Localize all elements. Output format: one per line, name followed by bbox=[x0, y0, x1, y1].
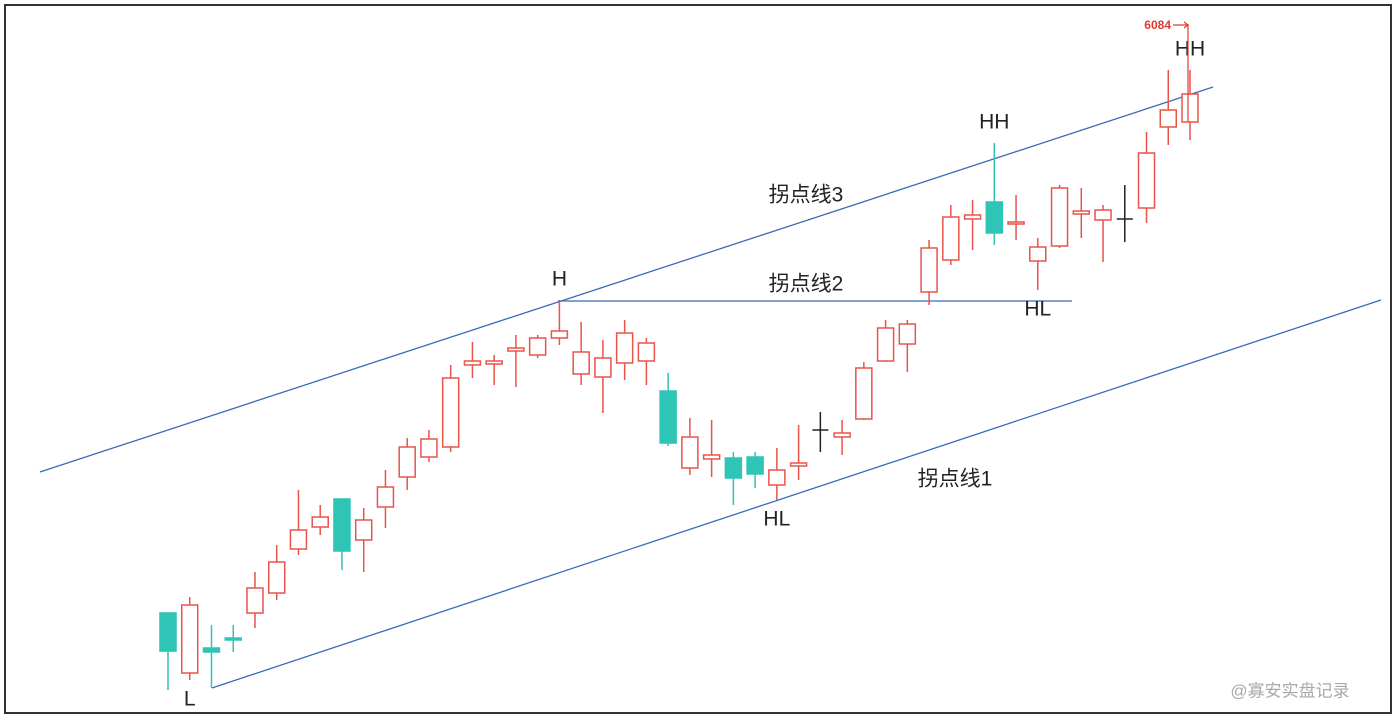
candle-body bbox=[550, 330, 569, 339]
candle-body bbox=[202, 647, 221, 653]
candle-body bbox=[681, 436, 699, 469]
candle-body bbox=[1029, 246, 1047, 262]
candle-body bbox=[985, 201, 1004, 234]
candle-body bbox=[420, 438, 438, 458]
candle-body bbox=[1050, 187, 1069, 247]
candle-body bbox=[224, 637, 242, 641]
candle-body bbox=[942, 216, 960, 261]
candle-body bbox=[441, 377, 460, 448]
candle-body bbox=[1072, 210, 1091, 215]
pivot-label: HH bbox=[979, 111, 1009, 134]
line-label: 拐点线1 bbox=[918, 468, 993, 491]
candle-body bbox=[333, 498, 351, 552]
trend-line bbox=[211, 299, 1382, 689]
candle-body bbox=[354, 519, 373, 541]
line-label: 拐点线2 bbox=[769, 273, 844, 296]
candle-body bbox=[637, 342, 656, 362]
candle-body bbox=[876, 327, 895, 362]
candle-body bbox=[267, 561, 286, 594]
candle-body bbox=[768, 469, 786, 486]
price-tag: 6084 bbox=[1144, 18, 1171, 32]
candle-body bbox=[1094, 209, 1112, 221]
pivot-label: L bbox=[184, 688, 196, 711]
candle-body bbox=[833, 432, 851, 438]
price-arrowhead bbox=[1183, 21, 1190, 29]
candle-body bbox=[398, 446, 416, 478]
candle-body bbox=[594, 357, 612, 378]
candle-body bbox=[572, 351, 590, 375]
candle-body bbox=[485, 360, 503, 365]
candle-body bbox=[1007, 221, 1025, 225]
candle-body bbox=[1137, 152, 1156, 209]
candle-body bbox=[311, 516, 329, 528]
candle-body bbox=[724, 457, 743, 479]
candle-body bbox=[963, 214, 982, 220]
watermark: @寡安实盘记录 bbox=[1230, 681, 1349, 700]
trend-line bbox=[39, 86, 1214, 473]
candle-body bbox=[528, 337, 547, 356]
pivot-label: HL bbox=[763, 508, 790, 531]
pivot-label: H bbox=[552, 268, 567, 291]
candle-body bbox=[1181, 93, 1199, 123]
candle-body bbox=[246, 587, 264, 614]
candle-body bbox=[289, 529, 308, 550]
candle-body bbox=[615, 332, 634, 364]
line-label: 拐点线3 bbox=[769, 184, 844, 207]
candle-body bbox=[920, 247, 938, 293]
candle-body bbox=[180, 604, 199, 674]
candle-body bbox=[1159, 109, 1178, 128]
pivot-label: HL bbox=[1024, 298, 1051, 321]
candle-body bbox=[159, 612, 177, 652]
candle-body bbox=[746, 456, 764, 475]
pivot-label: HH bbox=[1175, 38, 1205, 61]
candle-body bbox=[702, 454, 721, 460]
candle-body bbox=[659, 390, 677, 444]
candle-body bbox=[789, 462, 808, 467]
candle-body bbox=[855, 367, 873, 420]
candle-body bbox=[376, 486, 395, 508]
candle-body bbox=[463, 360, 482, 366]
candle-body bbox=[898, 323, 917, 345]
candle-body bbox=[507, 347, 525, 352]
